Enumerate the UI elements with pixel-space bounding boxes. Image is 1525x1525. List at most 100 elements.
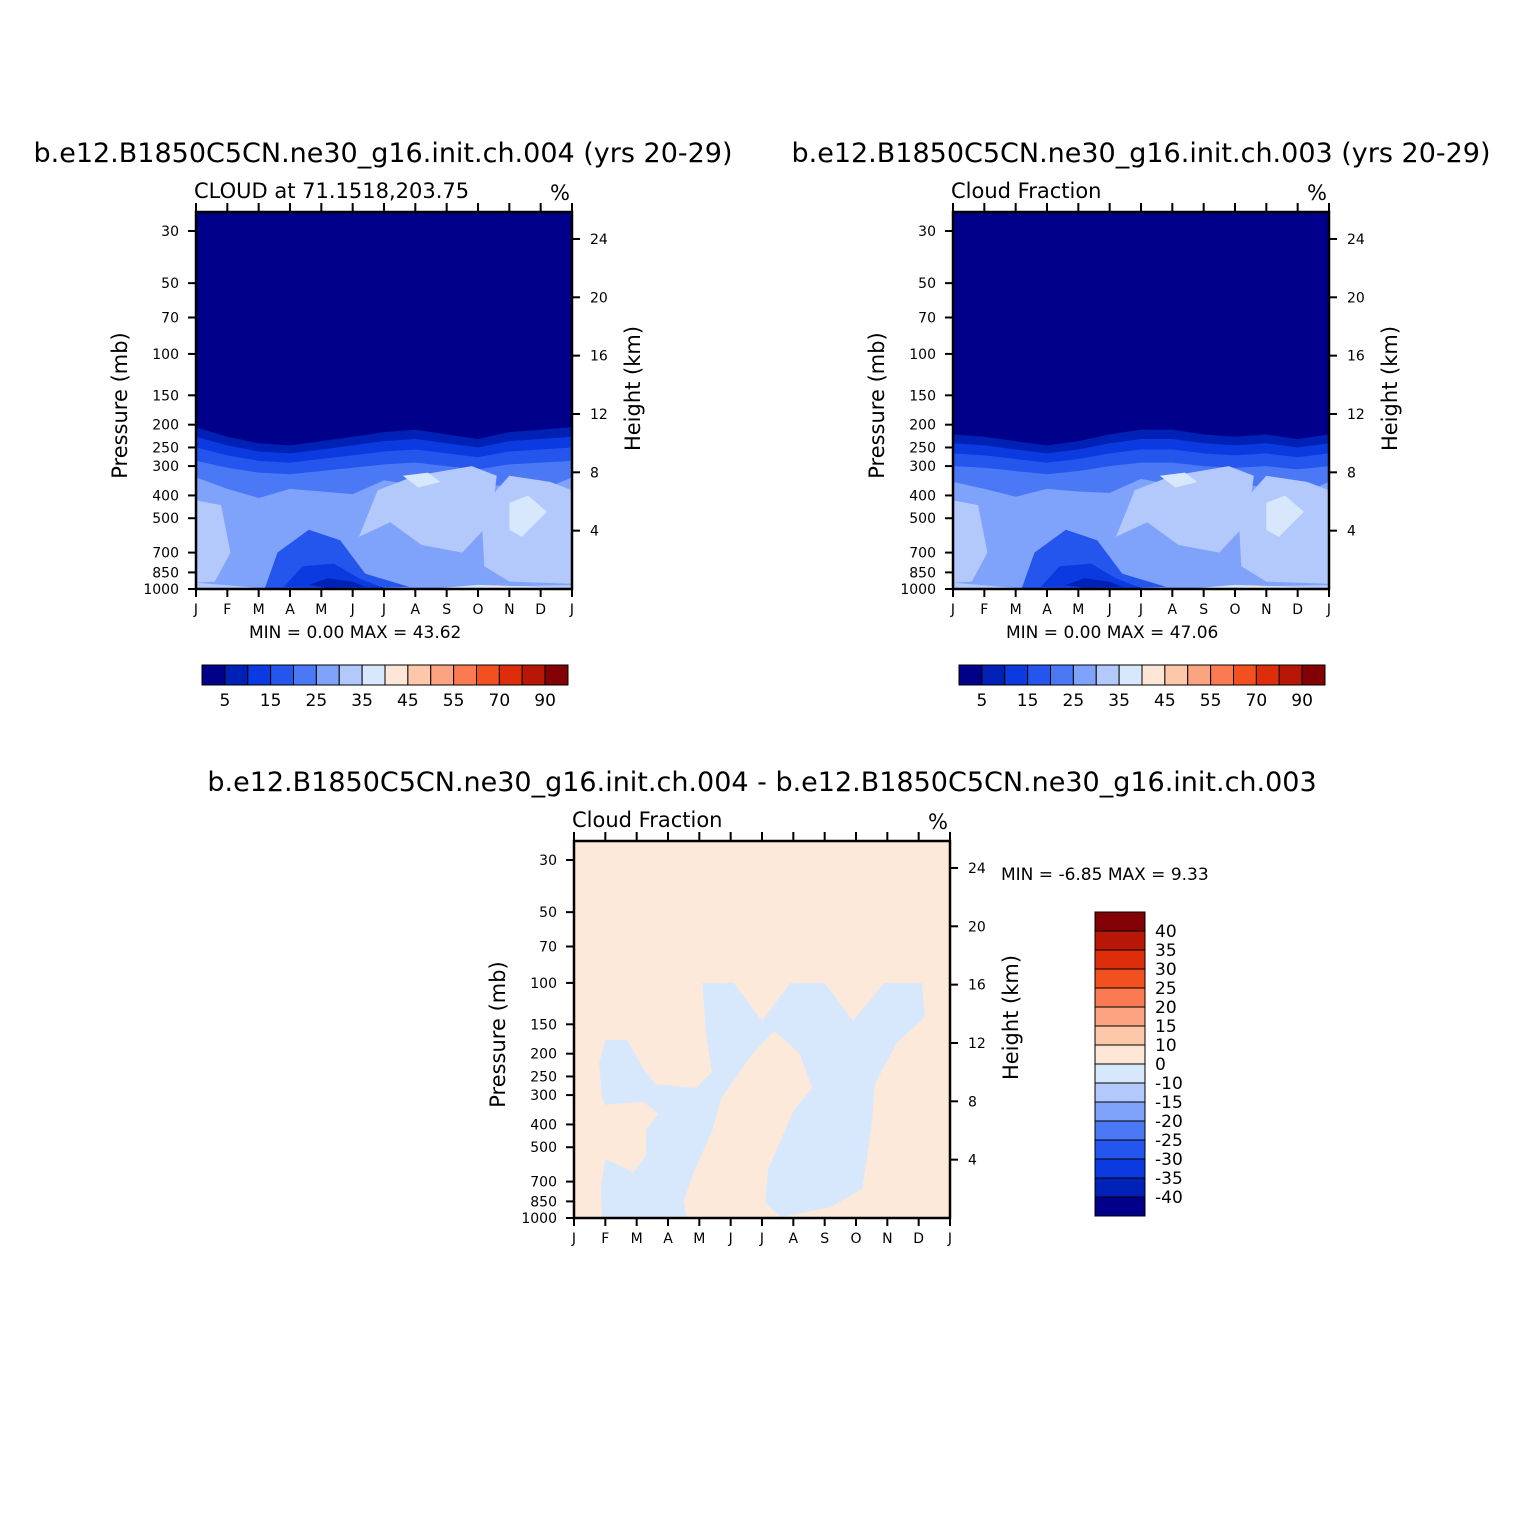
colorbar-box bbox=[544, 664, 569, 686]
colorbar-box bbox=[407, 664, 432, 686]
x-tick-label: M bbox=[253, 602, 265, 618]
y-tick-label: 300 bbox=[530, 1088, 557, 1104]
x-tick-label: A bbox=[411, 602, 421, 618]
colorbar-label: 55 bbox=[443, 691, 465, 711]
colorbar-label: 30 bbox=[1155, 960, 1177, 980]
x-tick-label: J bbox=[947, 1231, 952, 1247]
y2-tick-label: 20 bbox=[590, 290, 608, 306]
contour-band bbox=[953, 500, 988, 583]
colorbar-label: 40 bbox=[1155, 922, 1177, 942]
y2-axis-label: Height (km) bbox=[999, 955, 1023, 1080]
x-tick-label: J bbox=[1107, 602, 1112, 618]
y-tick-label: 50 bbox=[161, 276, 179, 292]
colorbar-box bbox=[1118, 664, 1143, 686]
x-tick-label: J bbox=[1138, 602, 1143, 618]
colorbar-box bbox=[1094, 1006, 1146, 1027]
colorbar: 5 15 25 35 45 55 70 90 bbox=[201, 664, 569, 711]
y-tick-label: 700 bbox=[152, 546, 179, 562]
y2-tick-label: 12 bbox=[1347, 407, 1365, 423]
colorbar-label: 5 bbox=[219, 691, 230, 711]
x-tick-label: A bbox=[1042, 602, 1052, 618]
colorbar-box bbox=[1027, 664, 1051, 686]
colorbar-box bbox=[224, 664, 249, 686]
min-max-text: MIN = 0.00 MAX = 47.06 bbox=[1006, 623, 1218, 643]
y-tick-label: 30 bbox=[539, 853, 557, 869]
contour-band bbox=[599, 982, 925, 1218]
contour-band bbox=[1065, 578, 1123, 588]
panel-title: b.e12.B1850C5CN.ne30_g16.init.ch.004 (yr… bbox=[33, 138, 732, 169]
x-tick-label: O bbox=[1229, 602, 1240, 618]
colorbar-box bbox=[1072, 664, 1097, 686]
colorbar-box bbox=[1094, 1139, 1146, 1160]
x-tick-label: J bbox=[728, 1231, 733, 1247]
y2-tick-label: 4 bbox=[590, 524, 599, 540]
y-tick-label: 300 bbox=[152, 459, 179, 475]
y-tick-label: 850 bbox=[152, 565, 179, 581]
y-tick-label: 150 bbox=[909, 388, 936, 404]
colorbar-label: 70 bbox=[489, 691, 511, 711]
y-axis-label: Pressure (mb) bbox=[865, 332, 889, 479]
colorbar-label: -15 bbox=[1155, 1093, 1183, 1113]
colorbar-box bbox=[1094, 1120, 1146, 1141]
colorbar-box bbox=[384, 664, 409, 686]
y2-tick-label: 16 bbox=[1347, 349, 1365, 365]
x-tick-label: J bbox=[193, 602, 198, 618]
x-tick-label: J bbox=[759, 1231, 764, 1247]
colorbar-label: 0 bbox=[1155, 1055, 1166, 1075]
y2-tick-label: 8 bbox=[590, 465, 599, 481]
y-tick-label: 400 bbox=[152, 488, 179, 504]
y-tick-label: 70 bbox=[161, 311, 179, 327]
x-tick-label: M bbox=[315, 602, 327, 618]
colorbar-label: -40 bbox=[1155, 1188, 1183, 1208]
y-tick-label: 700 bbox=[530, 1175, 557, 1191]
contour-band bbox=[953, 212, 1329, 446]
colorbar-box bbox=[1095, 664, 1120, 686]
colorbar-box bbox=[981, 664, 1006, 686]
contour-band bbox=[283, 563, 384, 588]
contour-fill bbox=[196, 212, 572, 589]
colorbar-box bbox=[498, 664, 523, 686]
y-tick-label: 30 bbox=[918, 224, 936, 240]
left-subtitle: CLOUD at 71.1518,203.75 bbox=[194, 179, 469, 203]
colorbar-box bbox=[247, 664, 272, 686]
colorbar-label: 15 bbox=[1017, 691, 1039, 711]
colorbar-box bbox=[1050, 664, 1074, 686]
x-tick-label: J bbox=[571, 1231, 576, 1247]
y2-tick-label: 8 bbox=[1347, 465, 1356, 481]
x-tick-label: N bbox=[882, 1231, 892, 1247]
y-tick-label: 70 bbox=[918, 311, 936, 327]
contour-band bbox=[509, 495, 547, 537]
y2-tick-label: 12 bbox=[968, 1036, 986, 1052]
colorbar-label: 45 bbox=[1154, 691, 1176, 711]
x-tick-label: F bbox=[601, 1231, 609, 1247]
colorbar-box bbox=[1094, 1044, 1146, 1065]
y-tick-label: 250 bbox=[530, 1069, 557, 1085]
colorbar-box bbox=[1164, 664, 1189, 686]
y-tick-label: 250 bbox=[152, 440, 179, 456]
contour-band bbox=[1040, 563, 1141, 588]
y-tick-label: 1000 bbox=[521, 1211, 557, 1227]
colorbar-box bbox=[1233, 664, 1257, 686]
x-tick-label: A bbox=[789, 1231, 799, 1247]
colorbar-label: -20 bbox=[1155, 1112, 1183, 1132]
x-tick-label: A bbox=[663, 1231, 673, 1247]
min-max-text: MIN = 0.00 MAX = 43.62 bbox=[249, 623, 461, 643]
contour-band bbox=[1241, 585, 1267, 588]
colorbar-box bbox=[1094, 949, 1146, 970]
x-tick-label: J bbox=[569, 602, 574, 618]
colorbar-label: 35 bbox=[1108, 691, 1130, 711]
x-tick-label: D bbox=[535, 602, 546, 618]
y-axis-label: Pressure (mb) bbox=[486, 961, 510, 1108]
x-tick-label: J bbox=[350, 602, 355, 618]
colorbar-box bbox=[1255, 664, 1280, 686]
colorbar-box bbox=[293, 664, 317, 686]
contour-fill bbox=[574, 841, 950, 1218]
x-tick-label: F bbox=[223, 602, 231, 618]
colorbar-label: 5 bbox=[976, 691, 987, 711]
panel-title: b.e12.B1850C5CN.ne30_g16.init.ch.003 (yr… bbox=[791, 138, 1490, 169]
x-tick-label: O bbox=[472, 602, 483, 618]
colorbar: 5 15 25 35 45 55 70 90 bbox=[958, 664, 1326, 711]
colorbar-box bbox=[1094, 1063, 1146, 1084]
x-tick-label: F bbox=[980, 602, 988, 618]
